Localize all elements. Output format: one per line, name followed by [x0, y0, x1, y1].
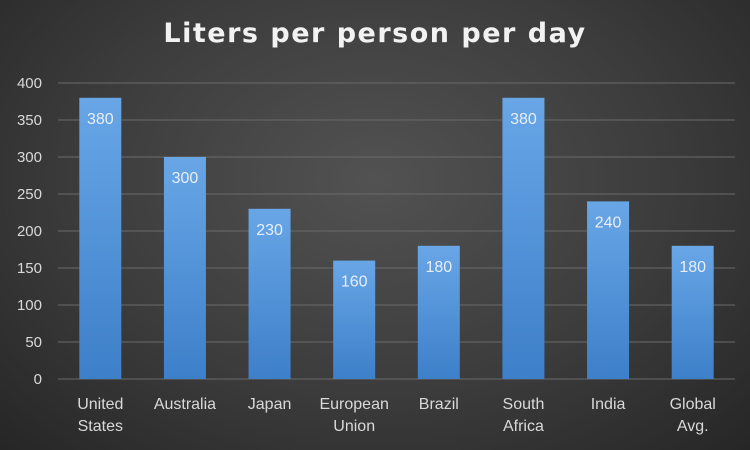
x-tick-label: South Africa — [503, 396, 545, 435]
data-label: 300 — [172, 170, 199, 187]
x-tick-label: Australia — [154, 396, 216, 413]
bar — [587, 201, 630, 379]
y-tick-label: 0 — [34, 371, 42, 388]
bar — [248, 208, 291, 379]
bar — [671, 245, 714, 379]
x-tick-label: United States — [77, 396, 123, 435]
data-label: 180 — [425, 259, 452, 276]
x-tick-label: European Union — [319, 396, 388, 435]
x-tick-label: Global Avg. — [670, 396, 716, 435]
data-label: 380 — [510, 111, 537, 128]
bar — [333, 260, 376, 379]
chart-title: Liters per person per day — [163, 18, 587, 49]
x-tick-label: India — [591, 396, 626, 413]
data-label: 240 — [595, 214, 622, 231]
y-tick-label: 150 — [17, 260, 42, 277]
data-label: 380 — [87, 111, 114, 128]
bar — [502, 97, 545, 380]
x-tick-label: Brazil — [419, 396, 459, 413]
x-tick-label: Japan — [248, 396, 292, 413]
bar — [79, 97, 122, 380]
y-tick-label: 100 — [17, 297, 42, 314]
y-tick-label: 300 — [17, 149, 42, 166]
y-tick-label: 50 — [25, 334, 42, 351]
y-tick-label: 200 — [17, 223, 42, 240]
data-label: 180 — [679, 259, 706, 276]
data-label: 230 — [256, 222, 283, 239]
data-label: 160 — [341, 274, 368, 291]
bar — [417, 245, 460, 379]
y-tick-label: 400 — [17, 75, 42, 92]
bar — [163, 157, 206, 379]
y-tick-label: 350 — [17, 112, 42, 129]
y-tick-label: 250 — [17, 186, 42, 203]
